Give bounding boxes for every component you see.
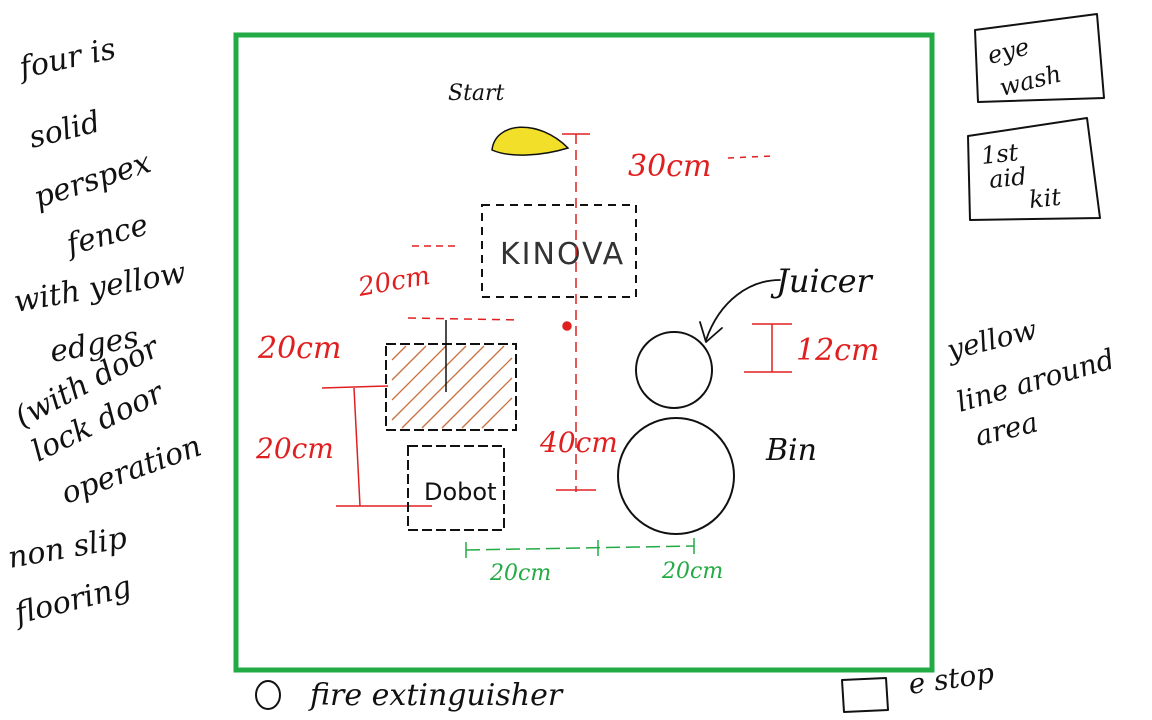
kinova-label: KINOVA	[500, 237, 625, 272]
center-dimension-line	[556, 133, 596, 492]
start-yellow-marker	[491, 126, 570, 156]
table-side-dimension	[321, 385, 432, 507]
dim-40cm: 40cm	[539, 426, 618, 459]
juicer-outline	[635, 331, 713, 409]
dobot-robot: Dobot	[407, 445, 505, 531]
eye-wash-label-line: eye	[985, 33, 1032, 70]
left-note-line: perspex	[30, 145, 156, 216]
dim-20cm-table-top: 20cm	[257, 331, 341, 366]
dim-20cm-green-right: 20cm	[661, 559, 723, 584]
first-aid-label-line: 1st	[980, 138, 1020, 170]
dim-20cm-kinova: 20cm	[355, 261, 432, 303]
juicer-dimension	[744, 323, 792, 373]
kinova-outline	[481, 204, 637, 298]
first-aid-label-line: kit	[1028, 183, 1063, 214]
start-area: Start	[448, 81, 570, 156]
juicer-label: Juicer	[770, 262, 874, 300]
work-cell-boundary	[233, 32, 935, 673]
table-hatching	[391, 345, 513, 429]
left-note-line: non slip	[5, 521, 129, 576]
left-note-line: flooring	[10, 569, 135, 632]
left-note-line: four is	[14, 31, 118, 86]
left-note-line: with yellow	[11, 255, 189, 320]
dim-30cm: 30cm	[628, 149, 711, 184]
left-note-line: solid	[25, 104, 103, 155]
left-notes: four is solid perspex fence with yellow …	[5, 31, 206, 632]
fire-extinguisher-label: fire extinguisher	[308, 678, 564, 713]
dim-12cm-juicer: 12cm	[796, 333, 879, 368]
hatched-table	[385, 320, 517, 431]
first-aid-label-line: aid	[988, 162, 1028, 194]
bin-label: Bin	[765, 433, 817, 468]
estop-symbol	[841, 677, 889, 713]
left-note-line: fence	[61, 208, 152, 264]
legend: fire extinguisher e stop	[255, 656, 996, 713]
eye-wash-box	[974, 13, 1105, 103]
dobot-label: Dobot	[424, 478, 497, 506]
bottom-green-dimension	[465, 538, 695, 558]
right-notes: eye wash 1st aid kit yellow line around …	[942, 13, 1118, 453]
juicer-arrow	[705, 279, 781, 341]
juicer: Juicer	[635, 262, 874, 409]
table-outline	[385, 343, 517, 431]
estop-label: e stop	[906, 656, 996, 701]
first-aid-box	[967, 117, 1101, 221]
dobot-outline	[407, 445, 505, 531]
kinova-robot: KINOVA	[481, 204, 637, 298]
start-label: Start	[448, 81, 505, 106]
yellow-line-note-line: yellow	[942, 313, 1040, 368]
bin-outline	[617, 417, 735, 535]
fire-extinguisher-symbol	[255, 680, 281, 710]
dim-20cm-green-left: 20cm	[489, 561, 551, 586]
dim-20cm-table-side: 20cm	[255, 432, 334, 465]
bin: Bin	[617, 417, 817, 535]
